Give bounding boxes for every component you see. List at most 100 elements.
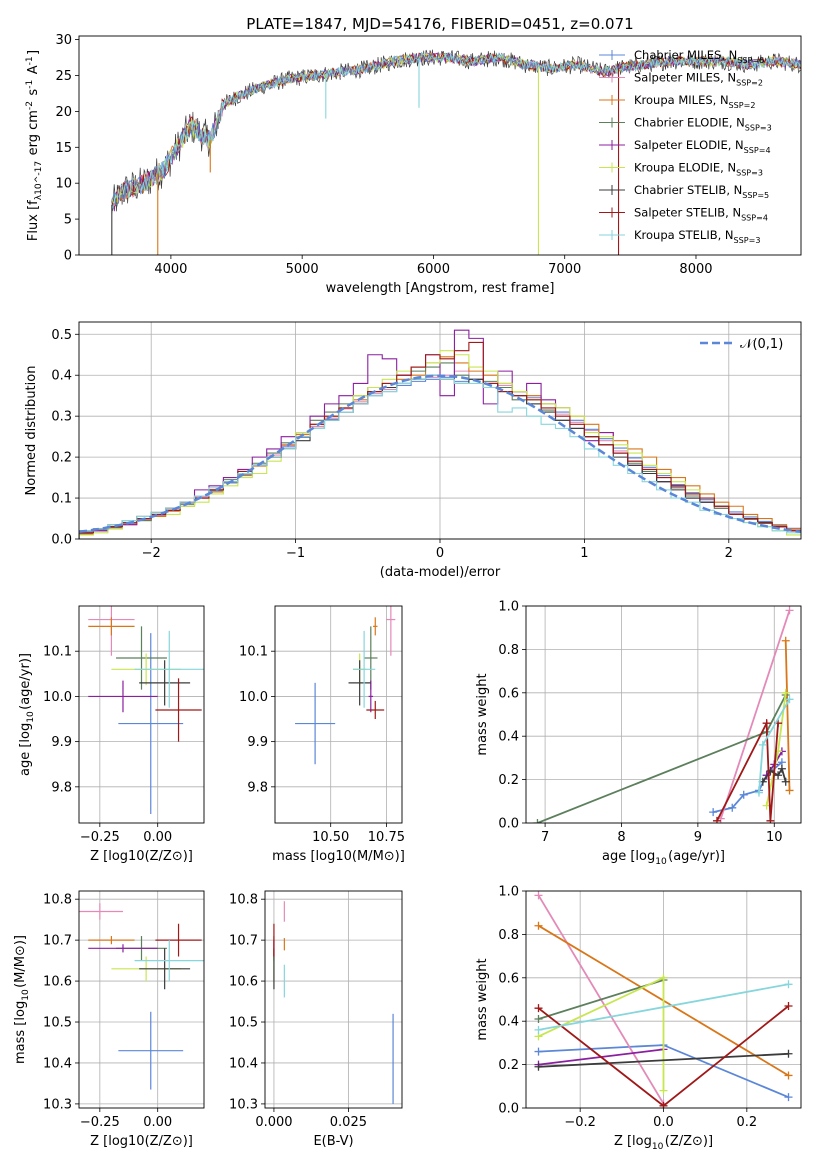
y-tick-label: 10.0 <box>239 690 268 705</box>
weight-vs-Z-frame <box>525 890 802 1109</box>
y-tick-label: 10.5 <box>229 1016 258 1031</box>
y-tick-label: 1.0 <box>498 600 519 615</box>
mass-vs-ebv-frame <box>264 890 403 1109</box>
y-tick-label: 0.3 <box>51 410 72 425</box>
weight-vs-age-lines <box>533 606 794 823</box>
y-tick-label: 10.7 <box>229 934 258 949</box>
weight-point <box>785 606 794 615</box>
x-tick-label: 0.2 <box>736 1115 757 1130</box>
x-tick-label: −0.25 <box>80 830 120 845</box>
x-tick-label: 10.75 <box>368 830 405 845</box>
x-tick-label: 0.00 <box>143 830 172 845</box>
mass-vs-ebv-axes: 0.000 0.025 10.3 10.4 10.5 10.6 10.7 10.8 E(B-V) <box>229 891 402 1149</box>
y-tick-label: 10.1 <box>43 645 72 660</box>
y-tick-label: 10.3 <box>43 1097 72 1112</box>
x-tick-label: 0.0 <box>653 1115 674 1130</box>
weight-point <box>534 1004 543 1013</box>
legend-label: Salpeter STELIB, NSSP=4 <box>634 206 769 223</box>
age-vs-mass-points <box>295 606 396 765</box>
spectrum-legend: Chabrier MILES, NSSP=6 Salpeter MILES, N… <box>599 48 772 245</box>
mass-vs-Z-points <box>79 903 204 1090</box>
figure-title: PLATE=1847, MJD=54176, FIBERID=0451, z=0… <box>246 15 633 33</box>
weight-series <box>784 640 791 791</box>
y-axis-label: mass [log10 (M/M⊙)] <box>13 935 31 1064</box>
weight-point <box>758 740 767 749</box>
weight-vs-Z-axes: −0.2 0.0 0.2 0.0 0.2 0.4 0.6 0.8 1.0 Z [log10 (Z/… <box>475 885 801 1152</box>
x-tick-label: 10.50 <box>312 830 349 845</box>
age-vs-mass-frame <box>274 605 403 824</box>
weight-point <box>712 816 721 823</box>
spectrum-series-chabrier-miles <box>111 51 801 205</box>
y-tick-label: 15 <box>55 141 72 156</box>
y-tick-label: 5 <box>64 213 72 228</box>
y-tick-label: 0.6 <box>498 686 519 701</box>
y-tick-label: 0.0 <box>498 1102 519 1117</box>
weight-point <box>754 788 763 797</box>
mass-vs-Z-axes: −0.25 0.00 10.3 10.4 10.5 10.6 10.7 10.8 Z [log1… <box>13 891 204 1149</box>
x-axis-label: Z [log10(Z/Z⊙)] <box>90 849 193 864</box>
age-vs-Z-points <box>88 606 204 814</box>
legend-label: Kroupa STELIB, NSSP=3 <box>634 228 762 245</box>
weight-point <box>785 695 794 704</box>
weight-point <box>739 790 748 799</box>
x-tick-label: 5000 <box>286 262 319 277</box>
y-axis-label: Normed distribution <box>24 366 39 496</box>
weight-vs-Z-lines <box>534 891 793 1108</box>
x-tick-label: 0.000 <box>255 1115 292 1130</box>
weight-point <box>774 771 783 780</box>
y-tick-label: 0.2 <box>498 1058 519 1073</box>
y-axis-label: age [log10 (age/yr)] <box>18 653 36 776</box>
y-tick-label: 0.4 <box>51 369 72 384</box>
y-tick-label: 30 <box>55 33 72 48</box>
x-tick-label: 7 <box>541 830 549 845</box>
spectrum-frame <box>78 35 802 256</box>
x-tick-label: −2 <box>142 546 161 561</box>
age-vs-Z-frame <box>78 605 205 824</box>
y-tick-label: 0.2 <box>51 451 72 466</box>
y-tick-label: 10.5 <box>43 1016 72 1031</box>
mass-vs-Z-frame <box>78 890 205 1109</box>
weight-point <box>762 719 771 728</box>
weight-point <box>781 688 790 697</box>
weight-point <box>534 921 543 930</box>
y-tick-label: 10.0 <box>43 690 72 705</box>
weight-point <box>785 786 794 795</box>
weight-point <box>777 764 786 773</box>
weight-point <box>784 1002 793 1011</box>
y-tick-label: 10.4 <box>43 1056 72 1071</box>
age-vs-mass-axes: 10.50 10.75 9.8 9.9 10.0 10.1 mass [log10(M/M⊙… <box>239 606 405 864</box>
y-tick-label: 0.0 <box>51 533 72 548</box>
y-tick-label: 10.1 <box>239 645 268 660</box>
age-vs-Z-axes: −0.25 0.00 9.8 9.9 10.0 10.1 Z [log10(Z/Z⊙)] ag… <box>18 606 204 864</box>
y-tick-label: 0.8 <box>498 643 519 658</box>
x-tick-label: −1 <box>286 546 305 561</box>
legend-label: Kroupa ELODIE, NSSP=3 <box>634 161 764 178</box>
y-tick-label: 20 <box>55 105 72 120</box>
weight-point <box>784 1071 793 1080</box>
weight-point <box>659 973 668 982</box>
spectrum-axes: 4000 5000 6000 7000 8000 0 5 10 15 20 25 30 waveleng… <box>25 33 713 296</box>
weight-series <box>538 1052 789 1068</box>
x-tick-label: 2 <box>725 546 733 561</box>
y-tick-label: 10.4 <box>229 1056 258 1071</box>
y-tick-label: 10.7 <box>43 934 72 949</box>
weight-point <box>784 1093 793 1102</box>
weight-series <box>719 610 791 819</box>
x-tick-label: 9 <box>694 830 702 845</box>
residuals-legend: 𝒩(0,1) <box>700 337 783 352</box>
y-tick-label: 0.2 <box>498 773 519 788</box>
y-tick-label: 9.9 <box>247 735 268 750</box>
weight-point <box>709 808 718 817</box>
normal-curve <box>79 374 801 534</box>
legend-label: 𝒩(0,1) <box>740 337 783 352</box>
y-tick-label: 1.0 <box>498 885 519 900</box>
y-tick-label: 0 <box>64 249 72 264</box>
spectrum-series-kroupa-stelib <box>111 52 801 209</box>
y-tick-label: 0.8 <box>498 928 519 943</box>
y-tick-label: 0.4 <box>498 1015 519 1030</box>
weight-point <box>781 636 790 645</box>
x-tick-label: −0.2 <box>564 1115 596 1130</box>
y-tick-label: 9.9 <box>51 735 72 750</box>
weight-point <box>659 1086 668 1095</box>
spectrum-lines <box>111 49 801 255</box>
